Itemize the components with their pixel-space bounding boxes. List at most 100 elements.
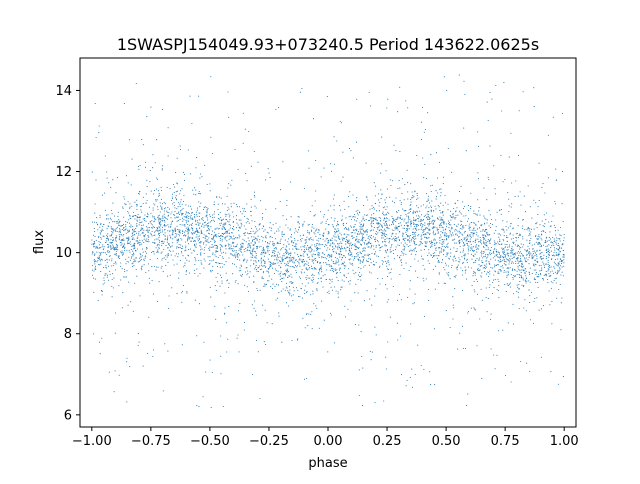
data-point: [154, 219, 156, 221]
data-point: [217, 203, 219, 205]
data-point: [284, 275, 287, 277]
data-point: [311, 259, 313, 261]
data-point: [453, 256, 455, 258]
data-point: [415, 219, 417, 221]
data-point: [334, 236, 336, 238]
data-point: [385, 356, 387, 358]
data-point: [116, 246, 118, 248]
data-point: [484, 217, 486, 219]
data-point: [357, 217, 359, 220]
data-point: [165, 258, 167, 261]
data-point: [330, 205, 332, 207]
data-point: [94, 267, 96, 269]
data-point: [134, 244, 136, 247]
data-point: [363, 223, 365, 225]
data-point: [190, 218, 192, 220]
data-point: [518, 296, 520, 298]
data-point: [413, 223, 415, 225]
data-point: [508, 210, 510, 213]
data-point: [148, 236, 150, 238]
data-point: [244, 284, 246, 286]
data-point: [114, 370, 116, 372]
data-point: [368, 91, 370, 93]
data-point: [390, 224, 393, 226]
data-point: [174, 217, 176, 219]
data-point: [143, 219, 146, 221]
data-point: [323, 216, 325, 218]
data-point: [395, 150, 397, 152]
data-point: [353, 259, 355, 261]
data-point: [395, 238, 397, 240]
data-point: [360, 279, 362, 281]
data-point: [128, 219, 130, 221]
data-point: [267, 251, 269, 253]
data-point: [385, 368, 388, 370]
data-point: [255, 207, 257, 209]
data-point: [218, 232, 220, 235]
data-point: [169, 226, 171, 228]
data-point: [524, 211, 527, 213]
data-point: [92, 243, 94, 245]
data-point: [528, 256, 530, 259]
data-point: [559, 226, 562, 229]
data-point: [180, 199, 182, 201]
data-point: [120, 241, 122, 244]
data-point: [299, 239, 302, 241]
data-point: [507, 272, 509, 274]
data-point: [225, 219, 227, 221]
data-point: [371, 351, 373, 353]
data-point: [318, 243, 321, 245]
data-point: [502, 220, 504, 222]
data-point: [216, 227, 218, 229]
data-point: [436, 257, 438, 259]
data-point: [167, 127, 169, 129]
data-point: [208, 263, 210, 266]
data-point: [313, 278, 315, 281]
data-point: [153, 203, 155, 205]
data-point: [272, 243, 274, 246]
data-point: [529, 295, 531, 297]
data-point: [104, 192, 106, 194]
data-point: [520, 243, 522, 245]
data-point: [524, 273, 526, 275]
data-point: [99, 214, 101, 216]
data-point: [251, 236, 253, 238]
data-point: [330, 279, 332, 281]
data-point: [536, 250, 538, 252]
data-point: [338, 245, 340, 247]
data-point: [340, 234, 342, 236]
data-point: [194, 257, 196, 259]
data-point: [313, 227, 315, 229]
data-point: [114, 215, 116, 217]
data-point: [178, 272, 180, 274]
data-point: [378, 225, 380, 227]
data-point: [488, 261, 490, 263]
data-point: [518, 287, 520, 289]
data-point: [449, 214, 451, 217]
data-point: [186, 212, 188, 214]
data-point: [347, 242, 349, 244]
data-point: [185, 271, 187, 273]
data-point: [372, 236, 374, 238]
data-point: [420, 249, 422, 251]
data-point: [510, 223, 512, 225]
data-point: [281, 236, 283, 238]
data-point: [410, 225, 412, 227]
data-point: [217, 218, 219, 220]
data-point: [489, 284, 491, 286]
data-point: [403, 238, 405, 240]
data-point: [476, 251, 478, 253]
data-point: [535, 223, 537, 225]
data-point: [304, 327, 306, 329]
data-point: [262, 246, 264, 248]
data-point: [142, 232, 144, 234]
data-point: [281, 257, 283, 259]
data-point: [336, 276, 338, 278]
data-point: [502, 251, 504, 253]
data-point: [550, 281, 552, 283]
data-point: [106, 261, 108, 263]
data-point: [476, 247, 478, 249]
data-point: [443, 76, 445, 78]
data-point: [345, 248, 347, 250]
data-point: [439, 210, 441, 212]
